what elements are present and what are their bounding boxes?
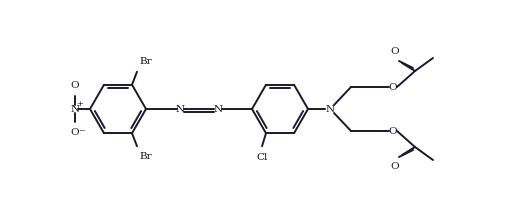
Text: ⁻: ⁻ [78,127,84,140]
Text: O: O [391,162,399,171]
Text: O: O [389,127,398,136]
Text: O: O [391,47,399,56]
Text: N: N [71,104,79,113]
Text: O: O [71,128,79,137]
Text: Br: Br [139,57,152,66]
Text: O: O [389,83,398,92]
Text: N: N [213,104,223,113]
Text: Br: Br [139,152,152,161]
Text: Cl: Cl [256,153,268,162]
Text: +: + [77,100,84,108]
Text: N: N [175,104,184,113]
Text: O: O [71,81,79,90]
Text: N: N [325,104,335,113]
